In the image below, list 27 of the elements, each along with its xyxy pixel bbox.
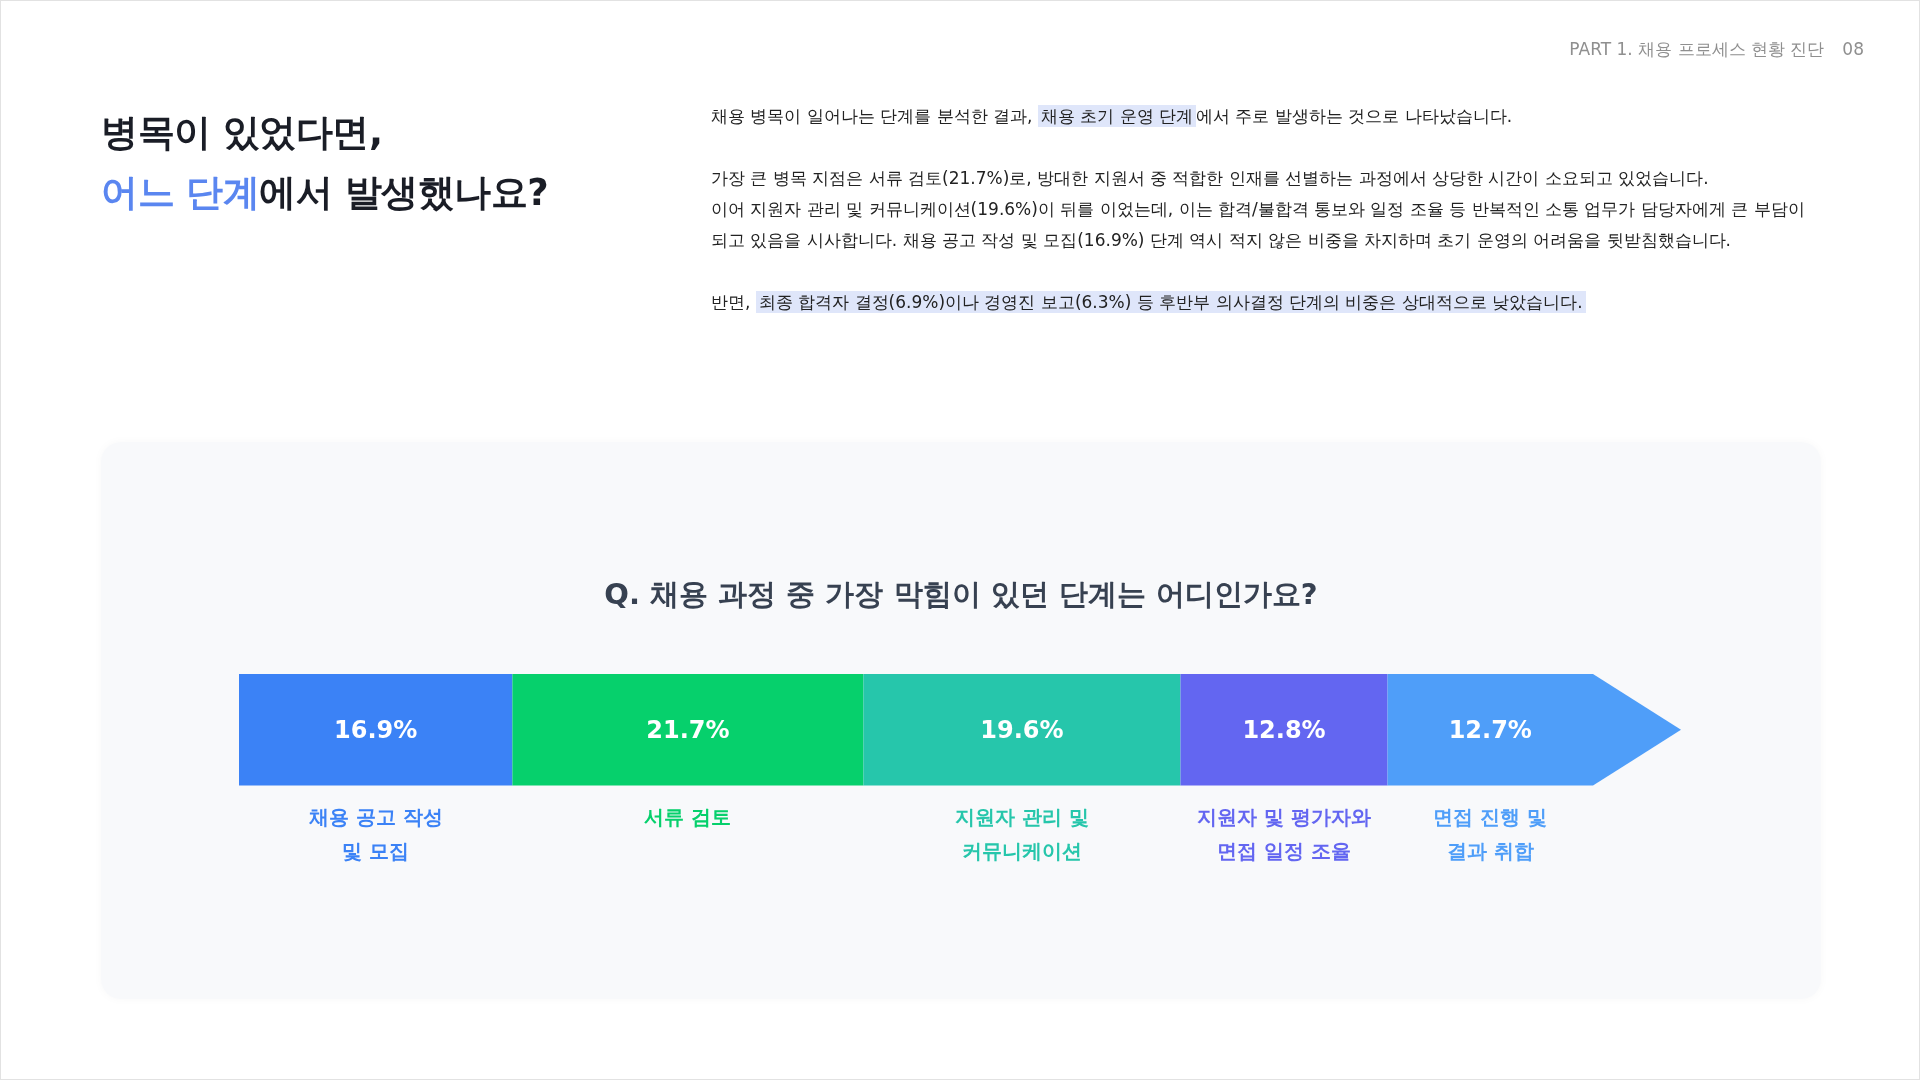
bar [863,674,1181,786]
data-label: 19.6% [980,715,1064,744]
text: PART 1. 채용 프로세스 현황 진단 [1569,39,1825,59]
bar [512,674,864,786]
text: 에서 주로 발생하는 것으로 나타났습니다. [1196,106,1513,126]
data-label: 12.7% [1448,715,1532,744]
chart-title: Q. 채용 과정 중 가장 막힘이 있던 단계는 어디인가요? [603,576,1319,613]
text: 에서 발생했나요? [259,171,549,214]
text: 채용 병목이 일어나는 단계를 분석한 결과, [711,106,1033,126]
text: 채용 초기 운영 단계 [1037,105,1197,127]
text: 어느 단계 [101,171,260,214]
bar [239,674,513,786]
text: 최종 합격자 결정(6.9%)이나 경영진 보고(6.3%) 등 후반부 의사결정 단계의 비중은 상대적으로 낮았습니다. [755,291,1586,313]
data-label: 21.7% [646,715,730,744]
series-label: 지원자 관리 및 커뮤니케이션 [954,804,1089,863]
series-label: 채용 공고 작성 및 모집 [307,804,443,863]
data-label: 16.9% [334,715,418,744]
series-label: 면접 진행 및 결과 취합 [1433,804,1548,863]
text: 08 [1842,39,1864,59]
text: 이어 지원자 관리 및 커뮤니케이션(19.6%)이 뒤를 이었는데, 이는 합격/불합격 통보와 일정 조율 등 반복적인 소통 업무가 담당자에게 큰 부담이 되고 있음을 시사합니다. 채용 공고 작성 및 모집(16.9%) 단계 역시 적지 않은 비중을 차지하며 초기 운영의 어려움을 뒷받침했습니다. [711,198,1806,252]
bar [1180,674,1388,786]
text: 병목이 있었다면, [101,110,384,156]
text: 반면, [711,292,751,312]
data-label: 12.8% [1242,715,1326,744]
series-label: 서류 검토 [644,804,732,829]
text: 가장 큰 병목 지점은 서류 검토(21.7%)로, 방대한 지원서 중 적합한 인재를 선별하는 과정에서 상당한 시간이 소요되고 있었습니다. [711,167,1710,190]
series-label: 지원자 및 평가자와 면접 일정 조율 [1197,804,1371,863]
